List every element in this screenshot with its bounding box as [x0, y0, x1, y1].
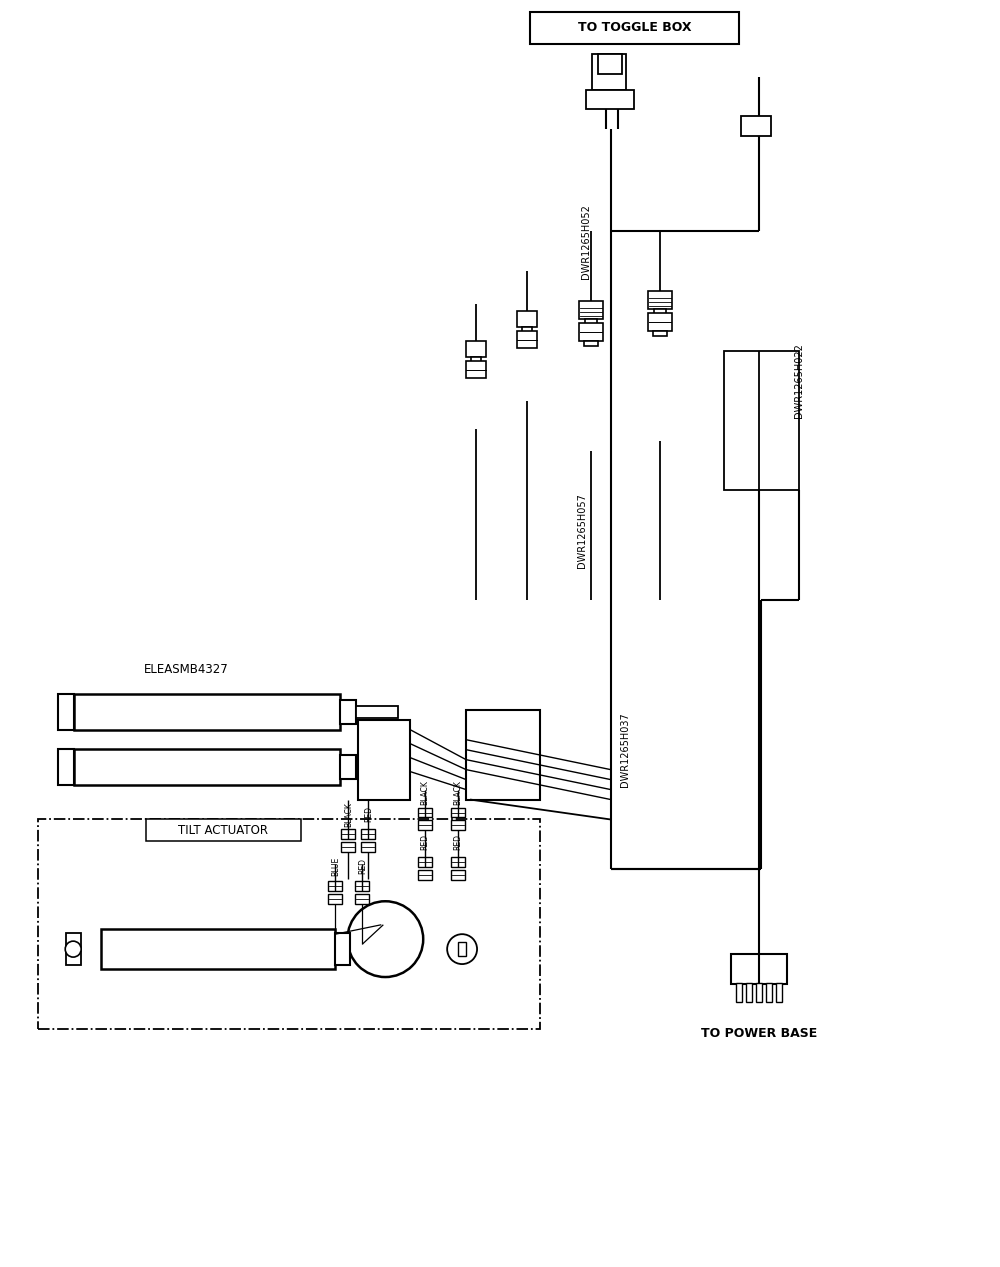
- Bar: [736, 983, 742, 1002]
- Bar: [584, 341, 598, 346]
- Bar: [335, 934, 350, 965]
- Bar: [579, 302, 603, 319]
- Bar: [648, 291, 672, 309]
- Text: DWR1265H022: DWR1265H022: [794, 343, 804, 418]
- Bar: [356, 706, 398, 718]
- Bar: [451, 858, 465, 868]
- Bar: [355, 882, 369, 891]
- Text: DWR1265H037: DWR1265H037: [620, 712, 630, 787]
- Bar: [466, 341, 486, 357]
- Bar: [731, 954, 787, 984]
- Bar: [451, 820, 465, 830]
- Bar: [586, 90, 634, 109]
- Bar: [361, 830, 375, 840]
- Bar: [654, 309, 666, 314]
- Bar: [741, 117, 771, 137]
- Text: TO TOGGLE BOX: TO TOGGLE BOX: [578, 22, 691, 34]
- Text: RED: RED: [358, 858, 367, 874]
- Bar: [466, 361, 486, 379]
- Bar: [592, 53, 626, 90]
- Bar: [146, 820, 301, 841]
- Bar: [341, 830, 355, 840]
- Text: RED: RED: [421, 835, 430, 850]
- Bar: [358, 720, 410, 799]
- Text: DWR1265H057: DWR1265H057: [577, 493, 587, 568]
- Bar: [766, 983, 772, 1002]
- Bar: [66, 934, 81, 965]
- Bar: [466, 710, 540, 799]
- Bar: [418, 807, 432, 817]
- Bar: [598, 53, 622, 73]
- Text: ELEASMB4327: ELEASMB4327: [143, 664, 228, 677]
- Text: BLACK: BLACK: [344, 802, 353, 827]
- Bar: [517, 310, 537, 327]
- Bar: [746, 983, 752, 1002]
- Bar: [451, 870, 465, 879]
- Text: BLACK: BLACK: [454, 780, 463, 805]
- Bar: [340, 755, 356, 779]
- Bar: [340, 699, 356, 723]
- Text: DWR1265H052: DWR1265H052: [581, 204, 591, 279]
- Bar: [101, 929, 335, 969]
- Bar: [418, 820, 432, 830]
- Bar: [58, 749, 74, 784]
- Bar: [458, 943, 466, 957]
- Text: RED: RED: [364, 807, 373, 822]
- Circle shape: [447, 934, 477, 964]
- Circle shape: [347, 901, 423, 977]
- Text: BLUE: BLUE: [331, 856, 340, 875]
- Text: RED: RED: [454, 835, 463, 850]
- Bar: [58, 694, 74, 730]
- Text: TO POWER BASE: TO POWER BASE: [701, 1028, 817, 1040]
- Bar: [776, 983, 782, 1002]
- Bar: [517, 331, 537, 348]
- Bar: [355, 893, 369, 903]
- Bar: [451, 807, 465, 817]
- Bar: [361, 841, 375, 851]
- Bar: [341, 841, 355, 851]
- Bar: [74, 749, 340, 784]
- Bar: [328, 882, 342, 891]
- Bar: [653, 331, 667, 336]
- Bar: [418, 870, 432, 879]
- Bar: [724, 351, 799, 490]
- Bar: [522, 327, 532, 333]
- Bar: [38, 820, 540, 1029]
- Circle shape: [65, 941, 81, 957]
- Bar: [756, 983, 762, 1002]
- Bar: [418, 858, 432, 868]
- Bar: [530, 11, 739, 43]
- Text: TILT ACTUATOR: TILT ACTUATOR: [178, 824, 268, 837]
- Bar: [579, 323, 603, 341]
- Text: BLACK: BLACK: [421, 780, 430, 805]
- Bar: [648, 313, 672, 331]
- Bar: [585, 319, 597, 324]
- Bar: [74, 694, 340, 730]
- Bar: [328, 893, 342, 903]
- Bar: [471, 357, 481, 362]
